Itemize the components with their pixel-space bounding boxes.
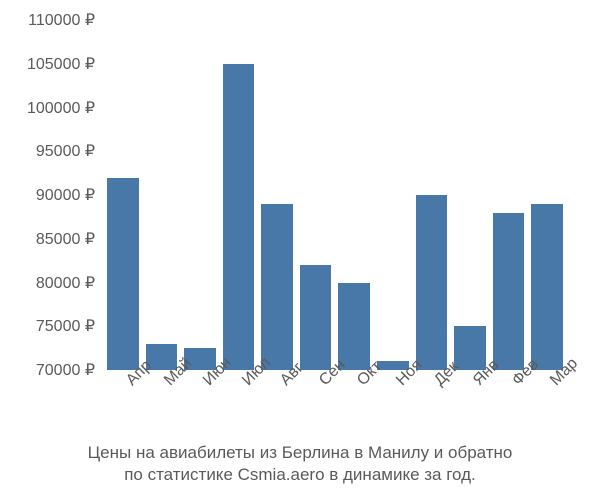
y-tick-label: 105000 ₽ [27,54,95,74]
price-chart: 70000 ₽ 75000 ₽ 80000 ₽ 85000 ₽ 90000 ₽ 95000… [0,0,600,500]
plot-area [100,20,570,370]
bar [493,213,525,371]
bar [454,326,486,370]
x-tick-label: Фев [493,375,525,435]
caption-line2: по статистике Csmia.aero в динамике за г… [0,464,600,487]
y-tick-label: 100000 ₽ [27,98,95,118]
x-tick-label: Дек [416,375,448,435]
x-tick-label: Июн [184,375,216,435]
x-tick-label: Мар [531,375,563,435]
caption-line1: Цены на авиабилеты из Берлина в Манилу и… [0,442,600,465]
y-tick-label: 90000 ₽ [36,185,95,205]
x-tick-label: Июл [223,375,255,435]
x-tick-label: Янв [454,375,486,435]
bar [531,204,563,370]
x-tick-label: Авг [261,375,293,435]
bar [416,195,448,370]
y-tick-label: 110000 ₽ [28,10,95,30]
x-tick-label: Окт [338,375,370,435]
x-tick-label: Сен [300,375,332,435]
x-tick-label: Ноя [377,375,409,435]
x-tick-label: Апр [107,375,139,435]
y-tick-label: 85000 ₽ [36,229,95,249]
y-tick-label: 70000 ₽ [36,360,95,380]
bar [107,178,139,371]
bars-group [100,20,570,370]
y-tick-label: 80000 ₽ [36,273,95,293]
x-axis: АпрМайИюнИюлАвгСенОктНояДекЯнвФевМар [100,375,570,435]
y-tick-label: 75000 ₽ [36,316,95,336]
y-tick-label: 95000 ₽ [36,141,95,161]
y-axis: 70000 ₽75000 ₽80000 ₽85000 ₽90000 ₽95000… [0,20,95,370]
bar [338,283,370,371]
bar [300,265,332,370]
bar [261,204,293,370]
bar [223,64,255,370]
x-tick-label: Май [146,375,178,435]
